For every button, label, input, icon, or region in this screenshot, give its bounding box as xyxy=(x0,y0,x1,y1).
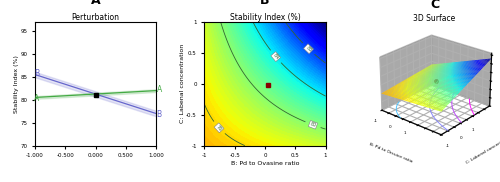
Text: A: A xyxy=(34,94,40,103)
X-axis label: B: Pd to Ovasine ratio: B: Pd to Ovasine ratio xyxy=(231,161,299,166)
Text: A: A xyxy=(156,85,162,94)
Text: 88: 88 xyxy=(304,45,312,53)
X-axis label: B: Pd to Orcuice ratio: B: Pd to Orcuice ratio xyxy=(368,143,412,164)
Text: 76: 76 xyxy=(215,124,223,132)
Y-axis label: C: Labenal concentration: C: Labenal concentration xyxy=(466,133,500,164)
Text: B: B xyxy=(34,69,40,78)
Text: 80: 80 xyxy=(309,121,317,128)
Title: Perturbation: Perturbation xyxy=(72,13,120,22)
Y-axis label: C: Labenal concentration: C: Labenal concentration xyxy=(180,44,184,123)
Text: A: A xyxy=(90,0,101,7)
Text: B: B xyxy=(156,110,162,119)
Y-axis label: Stability Index (%): Stability Index (%) xyxy=(14,55,19,113)
Text: B: B xyxy=(260,0,270,7)
Title: Stability Index (%): Stability Index (%) xyxy=(230,13,300,22)
Title: 3D Surface: 3D Surface xyxy=(414,14,456,23)
Text: 84: 84 xyxy=(272,53,280,61)
Text: C: C xyxy=(430,0,439,11)
